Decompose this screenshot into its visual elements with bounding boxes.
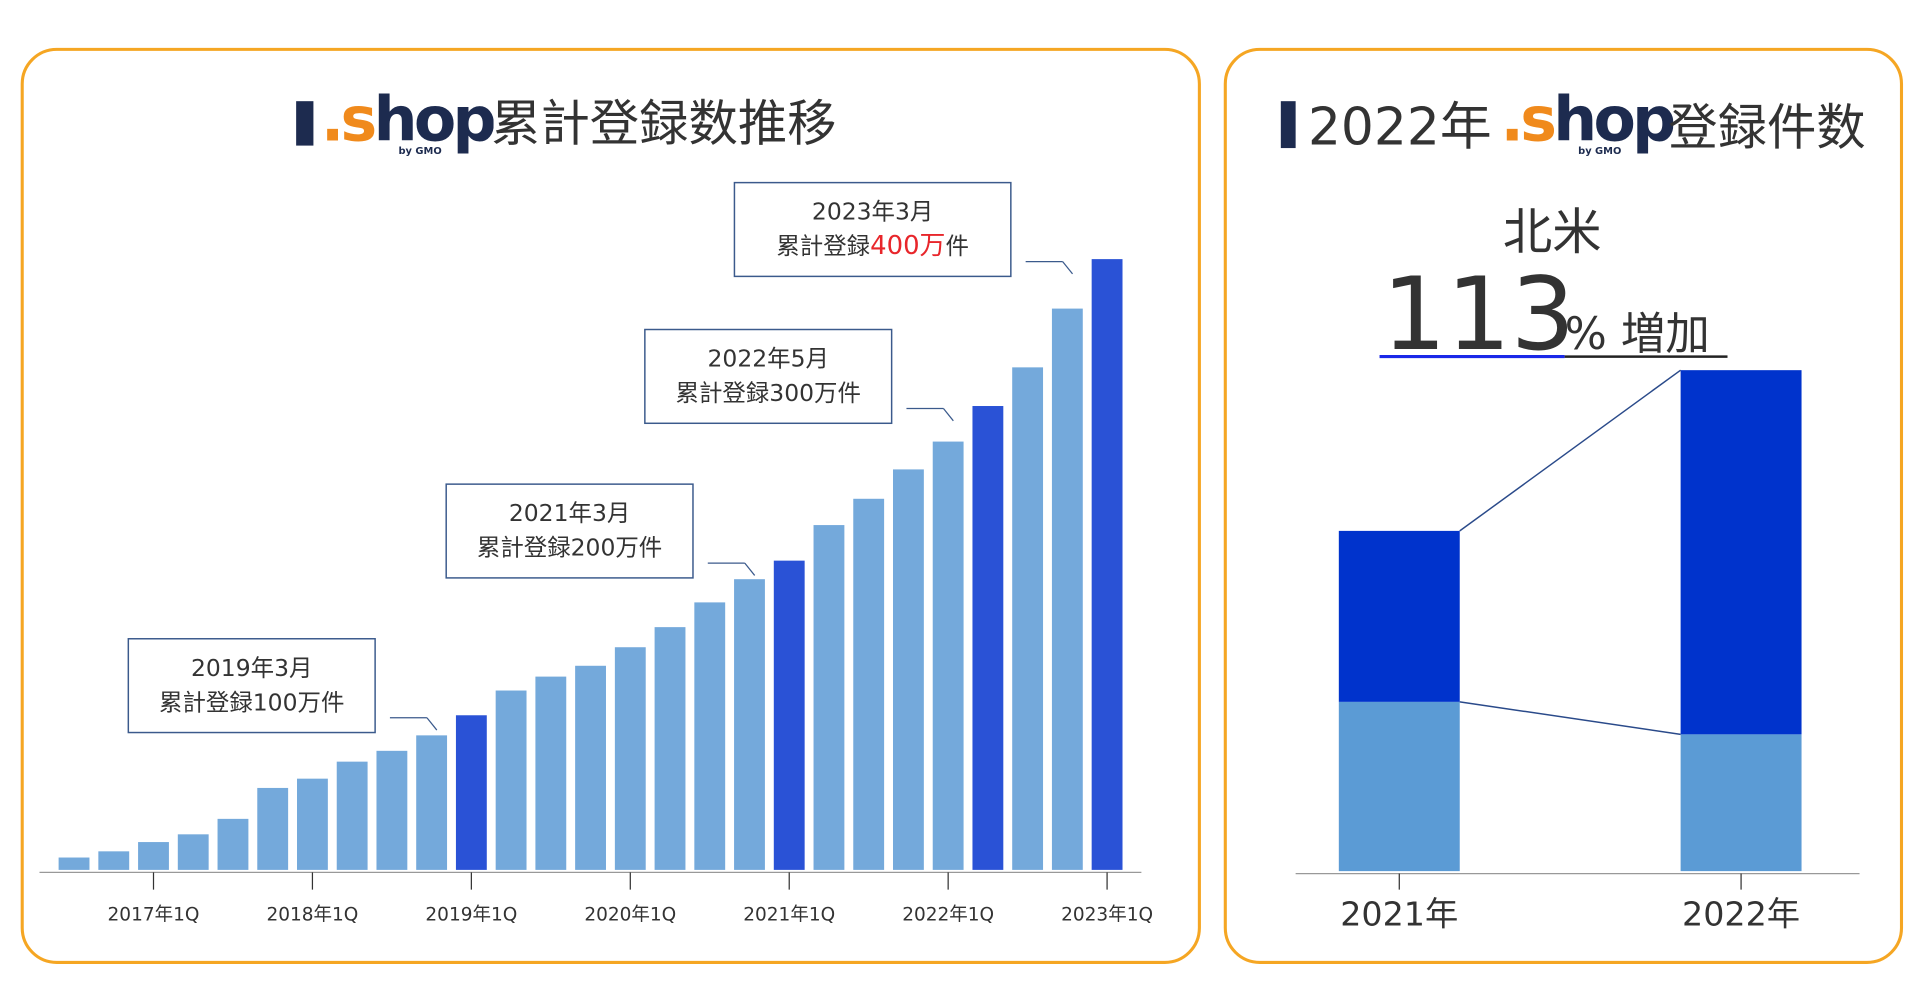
- annotation-text: 累計登録300万件: [676, 379, 861, 407]
- annotation-suffix: 件: [945, 232, 968, 260]
- logo-wrap: .shop by GMO: [1500, 89, 1673, 157]
- bar: [1012, 367, 1044, 870]
- leader: [1062, 261, 1074, 275]
- x-tick-label: 2018年1Q: [266, 904, 358, 925]
- bar: [972, 406, 1004, 870]
- x-tick-label: 2022年: [1682, 894, 1800, 933]
- bar: [177, 834, 209, 870]
- bar: [297, 778, 328, 870]
- bar: [892, 469, 924, 870]
- annotation-text-part: 累計登録200万件: [477, 534, 662, 562]
- bar: [416, 735, 448, 870]
- bar: [773, 560, 805, 870]
- logo: .shop: [320, 88, 494, 156]
- leader: [426, 717, 438, 731]
- bar: [614, 647, 646, 870]
- x-tick-label: 2021年1Q: [743, 904, 835, 925]
- annotation-date: 2021年3月: [509, 499, 630, 527]
- x-tick-label: 2021年: [1340, 894, 1458, 933]
- bar: [138, 842, 169, 870]
- bar: [1091, 259, 1123, 870]
- x-tick-label: 2017年1Q: [108, 904, 200, 925]
- x-tick-label: 2019年1Q: [425, 904, 517, 925]
- highlight-suffix: % 増加: [1565, 309, 1710, 360]
- annotation-box: [127, 638, 376, 734]
- x-tick-label: 2020年1Q: [584, 904, 676, 925]
- title-mark: [296, 101, 314, 146]
- bar: [1051, 308, 1083, 870]
- logo-box: .shop by GMO: [321, 89, 494, 157]
- connector: [1459, 701, 1681, 736]
- annotation-date: 2023年3月: [812, 198, 933, 226]
- annotation-text-part: 累計登録100万件: [159, 688, 344, 716]
- bar: [217, 818, 249, 870]
- bar: [336, 761, 368, 870]
- annotation-text-part: 累計登録300万件: [676, 379, 861, 407]
- bar: [455, 715, 487, 870]
- logo-wrap: .shop by GMO: [321, 89, 494, 157]
- highlight: 113: [1382, 255, 1575, 373]
- title-prefix: 2022年: [1308, 97, 1492, 157]
- annotation-date: 2019年3月: [191, 654, 312, 682]
- bar: [535, 676, 567, 870]
- bar-segment: [1680, 370, 1802, 735]
- x-tick-label: 2022年1Q: [902, 904, 994, 925]
- annotation-box: [733, 181, 1012, 278]
- bar: [257, 787, 289, 870]
- bar: [495, 690, 527, 870]
- bar: [376, 750, 408, 870]
- bar-segment: [1338, 701, 1460, 872]
- bar: [98, 851, 130, 870]
- annotation-box: [644, 328, 893, 425]
- bar: [813, 525, 845, 870]
- subtitle: 北米: [1503, 203, 1602, 261]
- bar: [654, 627, 686, 870]
- bar: [932, 441, 964, 870]
- annotation-text: 累計登録400万件: [776, 231, 969, 261]
- annotation-text-part: 累計登録: [776, 232, 870, 260]
- bar: [58, 857, 90, 870]
- bar-segment: [1338, 530, 1460, 702]
- annotation-emphasis: 400万: [870, 231, 945, 261]
- bar: [853, 498, 885, 870]
- bar-segment: [1680, 734, 1802, 872]
- logo-by: by GMO: [1578, 145, 1622, 157]
- chart-title: 登録件数: [1668, 98, 1865, 156]
- connector: [1459, 369, 1682, 532]
- annotation-box: [445, 483, 694, 579]
- annotation-date: 2022年5月: [708, 345, 829, 373]
- x-tick-label: 2023年1Q: [1061, 904, 1153, 925]
- chart-title: 累計登録数推移: [491, 95, 836, 153]
- title-mark: [1280, 101, 1296, 149]
- logo: .shop: [1500, 88, 1673, 156]
- bar: [734, 579, 765, 870]
- logo-box: .shop by GMO: [1500, 89, 1673, 157]
- logo-by: by GMO: [398, 145, 442, 157]
- leader: [744, 562, 756, 576]
- bar: [575, 665, 606, 870]
- bar: [694, 602, 726, 870]
- annotation-text: 累計登録100万件: [159, 688, 344, 716]
- leader: [942, 408, 954, 422]
- annotation-text: 累計登録200万件: [477, 534, 662, 562]
